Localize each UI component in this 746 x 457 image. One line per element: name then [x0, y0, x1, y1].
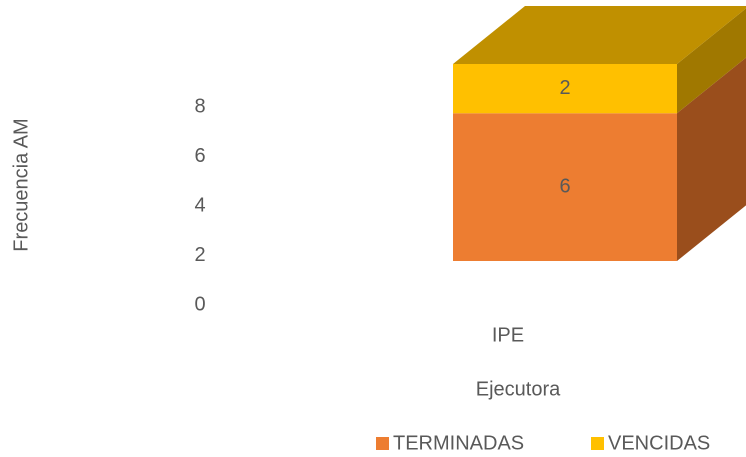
- bar-segment: [453, 64, 677, 114]
- y-tick-label: 6: [194, 145, 205, 167]
- legend-label: TERMINADAS: [393, 432, 524, 454]
- bar-top: [453, 6, 746, 64]
- legend-swatch: [376, 437, 389, 450]
- y-tick-label: 4: [194, 194, 205, 216]
- bar-side: [677, 57, 746, 261]
- y-tick-label: 2: [194, 244, 205, 266]
- y-axis-title: Frecuencia AM: [10, 118, 32, 251]
- y-tick-label: 8: [194, 95, 205, 117]
- legend-label: VENCIDAS: [608, 432, 710, 454]
- x-axis-title: Ejecutora: [476, 378, 561, 400]
- data-label: 2: [559, 77, 570, 99]
- data-label: 6: [559, 175, 570, 197]
- y-tick-label: 0: [194, 293, 205, 315]
- legend-swatch: [591, 437, 604, 450]
- bar-side: [677, 8, 746, 114]
- x-tick-label: IPE: [492, 324, 524, 346]
- bar-segment: [453, 113, 677, 261]
